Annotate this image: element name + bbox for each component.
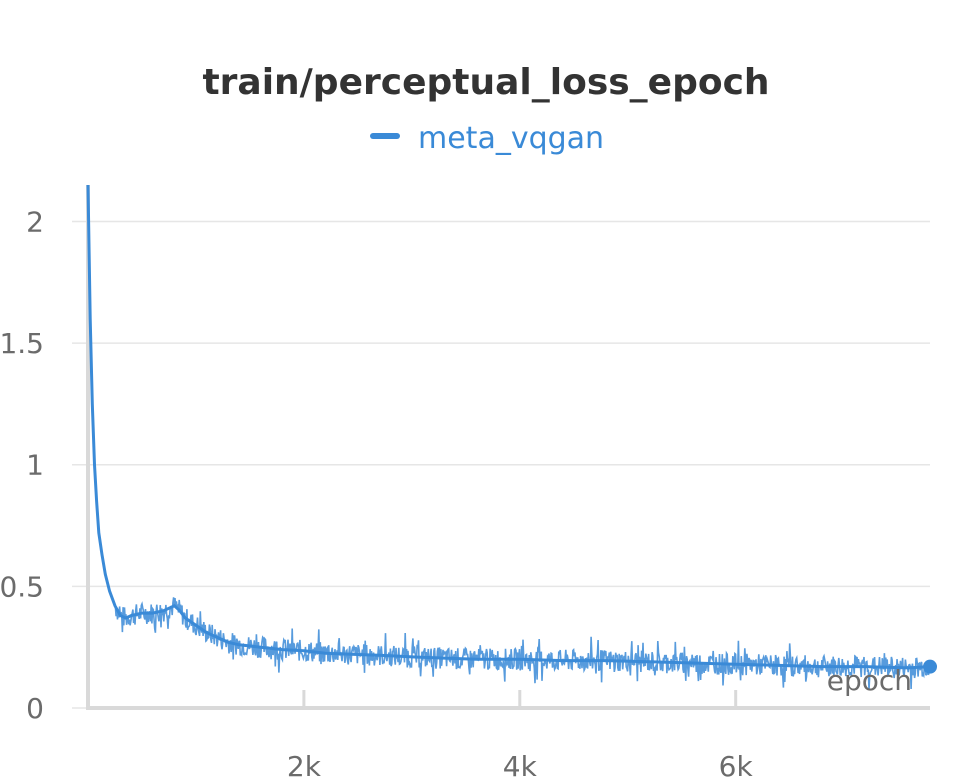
y-tick-label: 0 bbox=[26, 692, 44, 725]
y-tick-label: 2 bbox=[26, 205, 44, 238]
x-tick-label: 2k bbox=[287, 750, 322, 783]
legend[interactable]: meta_vqgan bbox=[370, 121, 604, 156]
chart-title: train/perceptual_loss_epoch bbox=[202, 62, 769, 103]
series-end-point[interactable] bbox=[923, 659, 937, 674]
series-layer bbox=[86, 184, 937, 691]
y-tick-label: 1 bbox=[26, 449, 44, 482]
y-ticks: 0 0.5 1 1.5 2 bbox=[0, 205, 86, 725]
legend-swatch bbox=[370, 133, 400, 139]
series-noise-band bbox=[87, 184, 931, 691]
x-tick-label: 4k bbox=[503, 750, 538, 783]
gridlines bbox=[72, 220, 930, 588]
y-tick-label: 0.5 bbox=[0, 570, 44, 603]
x-axis-label: epoch bbox=[827, 664, 912, 697]
x-tick-label: 6k bbox=[719, 750, 754, 783]
x-ticks: 2k 4k 6k bbox=[287, 690, 754, 783]
legend-label-meta-vqgan: meta_vqgan bbox=[418, 121, 604, 156]
series-line-meta-vqgan[interactable] bbox=[86, 184, 931, 670]
y-tick-label: 1.5 bbox=[0, 327, 44, 360]
